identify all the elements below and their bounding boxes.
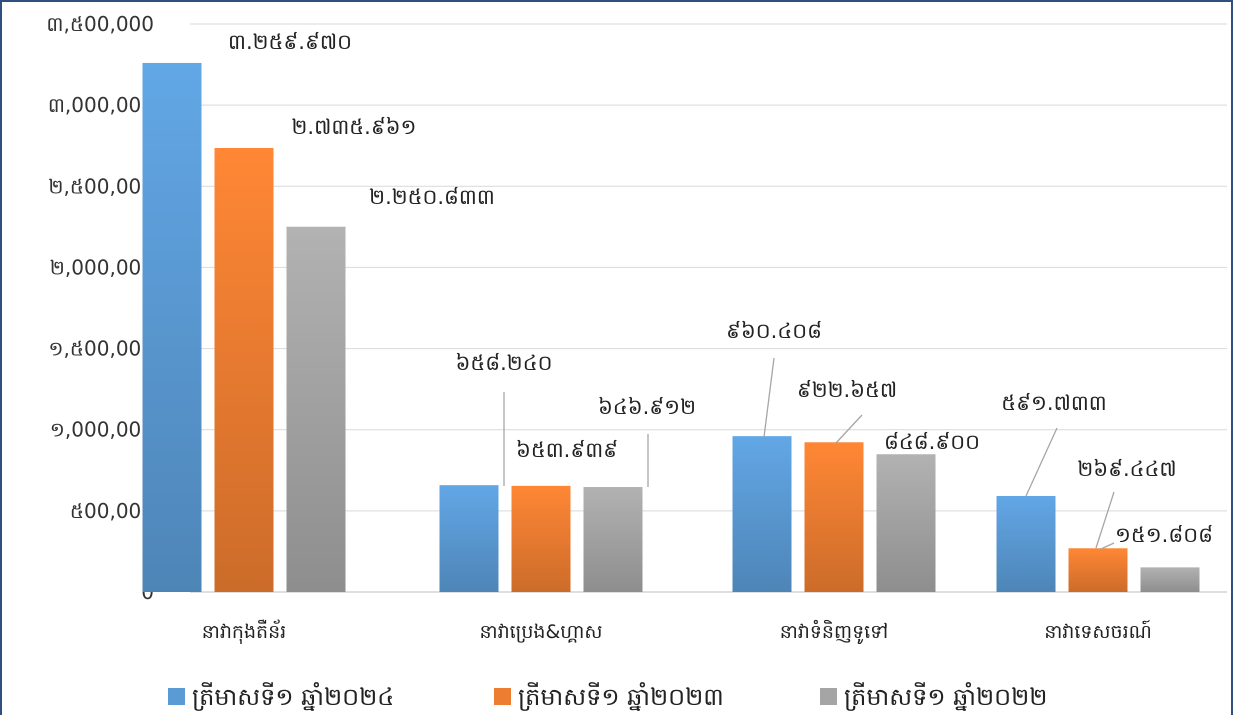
x-tick-label: នាវាទំនិញទូទៅ [780,619,889,645]
bar [876,454,936,592]
x-tick-label: នាវាប្រេង&ហ្គាស [480,621,603,643]
data-label: ៦៤៦.៩១២ [598,395,696,419]
bar [511,485,571,592]
bar [439,485,499,592]
data-label: ៦៥៣.៩៣៩ [516,438,618,462]
label-leader-line [1025,427,1058,497]
data-label: ២.៧៣៥.៩៦១ [292,115,417,139]
x-tick-label: នាវាកុងតឺន័រ [202,619,286,645]
y-tick-label: ៣,000,000 [48,93,154,117]
data-label: ៨៤៨.៩០០ [884,430,980,454]
data-label: ១៥១.៨០៨ [1115,523,1213,547]
data-label: ៩៦០.៤០៨ [726,319,822,343]
data-label: ៥៩១.៧៣៣ [1001,391,1106,415]
y-tick-label: ២,000,000 [50,255,154,279]
y-tick-label: ១,000,000 [50,418,154,442]
legend-swatch [168,688,185,705]
bar [286,226,346,592]
bar [1068,548,1128,592]
bar [996,495,1056,592]
bar [804,442,864,592]
legend-label: ត្រីមាសទី១ ឆ្នាំ២០២២ [844,682,1047,711]
bar [583,487,643,592]
legend-label: ត្រីមាសទី១ ឆ្នាំ២០២៣ [518,682,724,711]
y-tick-label: ២,៥00,000 [48,174,154,198]
y-tick-label: ៥00,000 [70,499,154,523]
bar [214,147,274,592]
legend-label: ត្រីមាសទី១ ឆ្នាំ២០២៤ [192,682,394,711]
bar [732,436,792,592]
data-label: ៦៥៨.២៤០ [456,351,553,375]
x-tick-label: នាវាទេសចរណ៍ [1044,619,1152,643]
label-leader-line [763,357,775,438]
y-tick-label: ៣,៥00,000 [46,12,154,36]
legend-swatch [820,688,837,705]
data-label: ២.២៥០.៨៣៣ [369,185,495,209]
label-leader-line [1100,542,1115,550]
y-tick-label: ១,៥00,000 [48,337,154,361]
legend-swatch [494,688,511,705]
data-label: ៩២២.៦៥៧ [797,378,897,402]
data-label: ២៦៩.៤៤៧ [1077,457,1176,481]
label-leader-line [835,414,863,444]
bar [1140,567,1200,592]
data-label: ៣.២៥៩.៩៧០ [228,30,352,54]
bar [142,62,202,593]
label-leader-line [1095,491,1115,549]
